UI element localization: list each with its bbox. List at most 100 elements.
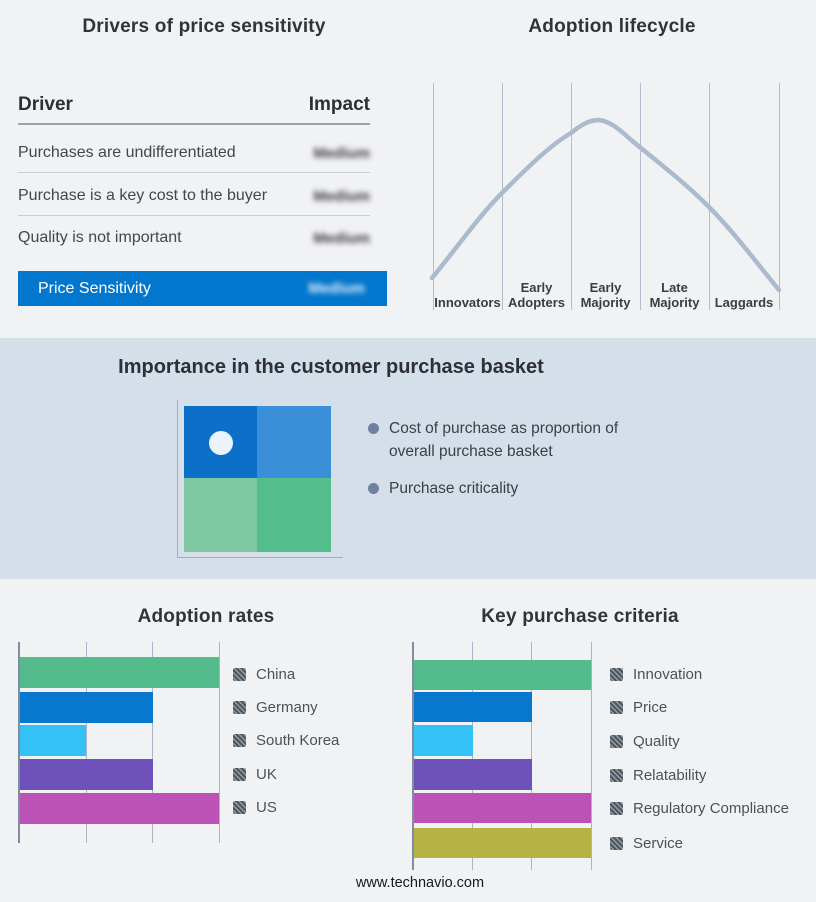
hatched-swatch-icon (233, 801, 246, 814)
impact-cell-blurred: Medium (313, 229, 370, 247)
driver-cell: Purchases are undifferentiated (18, 144, 236, 161)
stage-label-laggards: Laggards (714, 295, 774, 310)
legend-item-germany: Germany (233, 699, 318, 716)
legend-label: Relatability (633, 767, 707, 784)
table-row: Purchase is a key cost to the buyer Medi… (18, 185, 370, 207)
legend-label: Innovation (633, 666, 703, 683)
legend-item-uk: UK (233, 766, 277, 783)
hatched-swatch-icon (233, 668, 246, 681)
price-sensitivity-summary-row: Price Sensitivity Medium (18, 271, 387, 306)
legend-item-price: Price (610, 699, 667, 716)
row-divider (18, 215, 370, 216)
bar-quality (414, 725, 473, 756)
gridline (531, 642, 532, 870)
impact-cell-blurred: Medium (313, 187, 370, 205)
table-header-rule (18, 123, 370, 125)
bar-regulatory-compliance (414, 793, 591, 823)
hatched-swatch-icon (610, 802, 623, 815)
legend-item-regulatory-compliance: Regulatory Compliance (610, 800, 789, 817)
gridline (219, 642, 220, 843)
lifecycle-gridline (502, 83, 503, 310)
price-sensitivity-label: Price Sensitivity (38, 279, 151, 297)
adoption-rates-y-axis (18, 642, 20, 843)
drivers-table-header: Driver Impact (18, 94, 370, 116)
bar-innovation (414, 660, 591, 690)
adoption-rates-plot (20, 657, 219, 825)
impact-cell-blurred: Medium (313, 144, 370, 162)
driver-cell: Quality is not important (18, 229, 182, 246)
hatched-swatch-icon (610, 735, 623, 748)
adoption-bell-curve (429, 117, 782, 293)
bar-south-korea (20, 725, 87, 756)
legend-label: US (256, 799, 277, 816)
legend-item-south-korea: South Korea (233, 732, 339, 749)
key-purchase-criteria-title: Key purchase criteria (481, 606, 679, 627)
lifecycle-panel-title: Adoption lifecycle (528, 16, 696, 37)
legend-item-relatability: Relatability (610, 767, 706, 784)
quadrant-cell-bottom-right (257, 478, 331, 552)
stage-label-early-adopters: Early Adopters (507, 280, 566, 310)
hatched-swatch-icon (233, 734, 246, 747)
hatched-swatch-icon (610, 668, 623, 681)
hatched-swatch-icon (610, 769, 623, 782)
technavio-url: www.technavio.com (355, 875, 485, 891)
quadrant-y-axis (177, 400, 178, 558)
bar-china (20, 657, 219, 688)
drivers-panel-title: Drivers of price sensitivity (82, 16, 326, 37)
bar-price (414, 692, 532, 722)
driver-column-header: Driver (18, 94, 73, 115)
legend-label: Service (633, 835, 684, 852)
stage-label-innovators: Innovators (434, 295, 501, 310)
legend-label: China (256, 666, 296, 683)
stage-label-late-majority: Late Majority (649, 280, 700, 310)
quadrant-x-axis (177, 557, 343, 558)
quadrant-marker-dot (209, 431, 233, 455)
legend-label: South Korea (256, 732, 340, 749)
legend-label: Price (633, 699, 668, 716)
lifecycle-gridline (433, 83, 434, 310)
lifecycle-gridline (571, 83, 572, 310)
lifecycle-gridline (709, 83, 710, 310)
bell-curve-path (429, 117, 782, 293)
bar-service (414, 828, 591, 858)
table-row: Quality is not important Medium (18, 227, 370, 249)
quadrant-cell-top-right (257, 406, 331, 478)
quadrant-cell-bottom-left (184, 478, 257, 552)
legend-item-us: US (233, 799, 277, 816)
hatched-swatch-icon (610, 701, 623, 714)
driver-cell: Purchase is a key cost to the buyer (18, 187, 268, 204)
stage-label-early-majority: Early Majority (580, 280, 631, 310)
bullet-icon (368, 423, 379, 434)
adoption-rates-title: Adoption rates (137, 606, 275, 627)
legend-item-service: Service (610, 835, 683, 852)
table-row: Purchases are undifferentiated Medium (18, 142, 370, 164)
hatched-swatch-icon (233, 701, 246, 714)
criteria-y-axis (412, 642, 414, 870)
gridline (86, 642, 87, 843)
gridline (472, 642, 473, 870)
bar-uk (20, 759, 153, 790)
basket-panel-title: Importance in the customer purchase bask… (118, 356, 544, 378)
criteria-plot (414, 660, 591, 858)
legend-label: Regulatory Compliance (633, 800, 789, 817)
gridline (152, 642, 153, 843)
lifecycle-gridline (640, 83, 641, 310)
legend-item-innovation: Innovation (610, 666, 702, 683)
legend-label: Germany (256, 699, 318, 716)
hatched-swatch-icon (233, 768, 246, 781)
gridline (591, 642, 592, 870)
impact-cell-blurred: Medium (308, 280, 365, 297)
purchase-basket-band (0, 338, 816, 579)
legend-label: UK (256, 766, 277, 783)
bar-relatability (414, 759, 532, 790)
bullet-cost-of-purchase: Cost of purchase as proportion of overal… (389, 420, 619, 460)
legend-label: Quality (633, 733, 680, 750)
bullet-purchase-criticality: Purchase criticality (389, 480, 519, 497)
bar-us (20, 793, 219, 824)
bar-germany (20, 692, 153, 723)
impact-column-header: Impact (308, 94, 370, 115)
hatched-swatch-icon (610, 837, 623, 850)
legend-item-china: China (233, 666, 295, 683)
row-divider (18, 172, 370, 173)
